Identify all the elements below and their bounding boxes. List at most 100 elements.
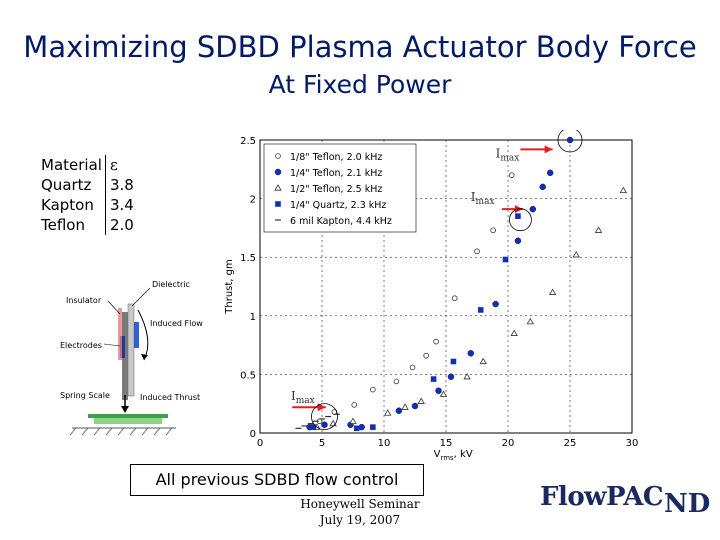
data-point xyxy=(463,372,471,380)
data-point xyxy=(409,364,416,371)
imax-arrowhead xyxy=(544,145,553,154)
thrust-stand-schematic: Dielectric Insulator Induced Flow Electr… xyxy=(60,280,203,436)
data-point xyxy=(321,421,328,429)
data-point xyxy=(508,172,515,178)
data-point xyxy=(353,425,360,432)
data-point xyxy=(546,169,554,177)
thrust-vs-voltage-chart: 0 5 10 15 20 25 30 0 0.5 1 1.5 2 2.5 1/8" Teflon, 2.… xyxy=(224,130,638,462)
imax-circle xyxy=(311,403,338,430)
schematic-label-spring-scale: Spring Scale xyxy=(60,391,110,400)
epsilon-header: ε xyxy=(104,155,137,175)
imax-label: Imax xyxy=(496,147,520,164)
footer: Honeywell Seminar July 19, 2007 xyxy=(0,496,720,528)
spring-scale-body xyxy=(94,418,162,424)
material-row: Kapton 3.4 xyxy=(38,195,137,215)
ground-hatch xyxy=(69,427,173,436)
slide-subtitle: At Fixed Power xyxy=(268,70,452,99)
schematic-label-dielectric: Dielectric xyxy=(152,280,190,289)
material-epsilon: 2.0 xyxy=(104,215,137,235)
data-point xyxy=(384,409,392,416)
imax-label: Imax xyxy=(291,389,315,406)
legend-entry: 1/2" Teflon, 2.5 kHz xyxy=(290,184,382,195)
data-point xyxy=(370,424,376,430)
data-point xyxy=(526,317,535,325)
data-point xyxy=(515,213,521,219)
data-point xyxy=(490,227,496,234)
logo-mark: ND xyxy=(664,489,710,519)
data-point xyxy=(401,403,409,410)
induced-flow-arrowhead xyxy=(141,354,148,360)
thrust-arrowhead xyxy=(121,406,129,413)
data-point xyxy=(358,423,365,431)
data-point xyxy=(548,288,557,295)
data-point xyxy=(435,387,442,395)
x-tick-label: 25 xyxy=(564,438,577,449)
imax-annotations: Imax Imax Imax xyxy=(291,130,583,430)
caption-box: All previous SDBD flow control xyxy=(130,464,424,496)
imax-circle xyxy=(557,130,583,153)
data-point xyxy=(439,390,448,397)
material-epsilon: 3.4 xyxy=(104,195,137,215)
x-tick-label: 30 xyxy=(626,438,639,449)
data-point xyxy=(447,373,455,380)
material-name: Quartz xyxy=(41,176,92,194)
data-point xyxy=(349,417,357,424)
legend-marker xyxy=(275,201,281,207)
material-row: Quartz 3.8 xyxy=(38,175,137,195)
induced-flow-arrow xyxy=(137,309,149,361)
data-point xyxy=(510,329,518,336)
electrode-wire xyxy=(118,308,122,360)
legend-entry: 6 mil Kapton, 4.4 kHz xyxy=(290,216,392,227)
legend-marker xyxy=(275,153,281,159)
data-point xyxy=(310,424,317,430)
data-point xyxy=(514,237,522,245)
data-point xyxy=(433,338,439,345)
material-name: Kapton xyxy=(41,196,94,214)
data-point xyxy=(477,307,484,313)
legend: 1/8" Teflon, 2.0 kHz 1/4" Teflon, 2.1 kHz… xyxy=(263,143,417,233)
data-point xyxy=(417,397,425,404)
axis-ticks: 0 5 10 15 20 25 30 0 0.5 1 1.5 2 2.5 xyxy=(240,136,638,449)
x-tick-label: 15 xyxy=(440,438,453,449)
material-table: Material ε Quartz 3.8 Kapton 3.4 Teflon … xyxy=(38,155,137,235)
legend-box xyxy=(263,143,417,233)
data-point xyxy=(395,407,403,414)
material-epsilon: 3.8 xyxy=(104,175,137,195)
y-tick-label: 0.5 xyxy=(240,370,256,381)
schematic-label-electrodes: Electrodes xyxy=(60,341,102,350)
x-tick-label: 0 xyxy=(257,438,263,449)
imax-arrowhead xyxy=(317,403,326,412)
flowpac-logo: FlowPAC ND xyxy=(530,468,716,534)
legend-marker xyxy=(274,168,282,176)
data-point xyxy=(467,350,475,357)
spring-scale-top xyxy=(88,414,168,418)
imax-label: Imax xyxy=(471,190,495,207)
y-tick-label: 0 xyxy=(250,429,256,440)
data-point xyxy=(423,352,429,359)
dielectric-plate xyxy=(127,303,135,397)
data-point xyxy=(566,136,574,144)
y-axis-label: Thrust, gm xyxy=(224,259,235,314)
data-point xyxy=(572,251,580,258)
data-point xyxy=(529,205,537,213)
imax-circle xyxy=(508,208,532,232)
electrode-upper xyxy=(134,322,139,348)
data-point xyxy=(411,402,419,410)
x-tick-label: 20 xyxy=(502,438,515,449)
footer-event: Honeywell Seminar xyxy=(300,497,420,511)
data-point xyxy=(479,357,487,365)
y-tick-label: 2.5 xyxy=(240,136,256,147)
schematic-label-insulator: Insulator xyxy=(66,296,102,305)
legend-entry: 1/4" Teflon, 2.1 kHz xyxy=(290,168,382,179)
legend-entry: 1/8" Teflon, 2.0 kHz xyxy=(290,152,382,163)
data-point xyxy=(502,256,509,263)
nd-monogram: ND xyxy=(664,489,710,519)
schematic-label-induced-thrust: Induced Thrust xyxy=(140,393,200,402)
data-point xyxy=(370,386,376,393)
material-row: Teflon 2.0 xyxy=(38,215,137,235)
data-point xyxy=(474,248,480,255)
y-tick-label: 1.5 xyxy=(240,253,256,264)
legend-entry: 1/4" Quartz, 2.3 kHz xyxy=(290,200,386,211)
data-point xyxy=(451,295,458,302)
slide-title: Maximizing SDBD Plasma Actuator Body For… xyxy=(23,30,697,64)
